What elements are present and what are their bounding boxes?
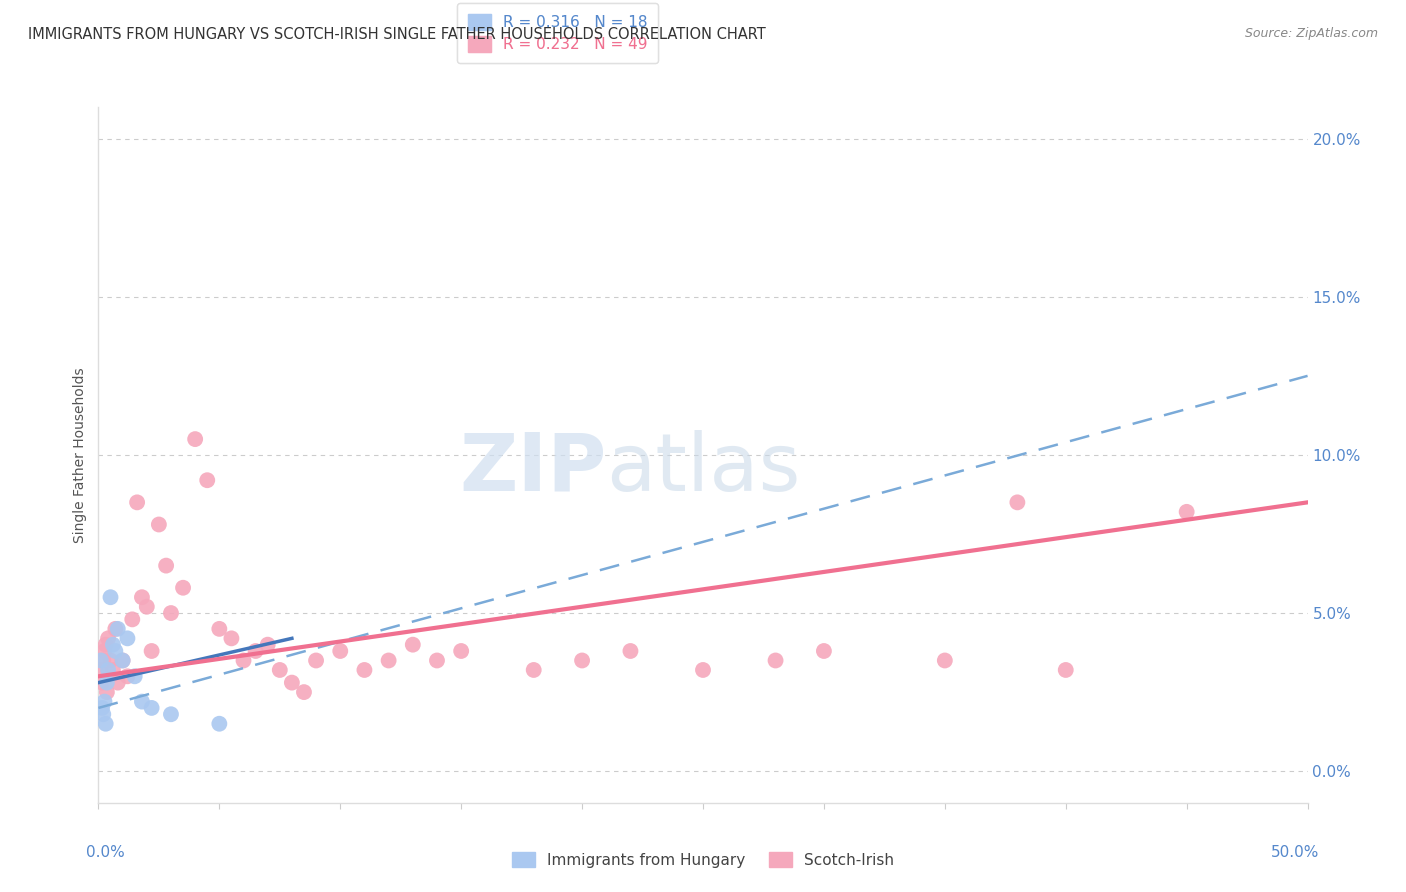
Text: 50.0%: 50.0%	[1271, 845, 1320, 860]
Point	[160, 606, 183, 620]
Point	[305, 653, 328, 667]
Point	[221, 632, 243, 646]
Point	[97, 632, 120, 646]
Point	[101, 663, 124, 677]
Point	[232, 653, 254, 667]
Point	[121, 612, 143, 626]
Text: Source: ZipAtlas.com: Source: ZipAtlas.com	[1244, 27, 1378, 40]
Point	[135, 599, 157, 614]
Text: 0.0%: 0.0%	[86, 845, 125, 860]
Point	[90, 663, 112, 677]
Point	[91, 675, 114, 690]
Legend: Immigrants from Hungary, Scotch-Irish: Immigrants from Hungary, Scotch-Irish	[505, 844, 901, 875]
Point	[104, 622, 127, 636]
Point	[813, 644, 835, 658]
Point	[94, 716, 117, 731]
Point	[131, 695, 153, 709]
Point	[90, 653, 112, 667]
Point	[91, 707, 114, 722]
Point	[127, 495, 149, 509]
Y-axis label: Single Father Households: Single Father Households	[73, 368, 87, 542]
Point	[91, 701, 114, 715]
Point	[160, 707, 183, 722]
Point	[1054, 663, 1077, 677]
Point	[765, 653, 787, 667]
Point	[141, 644, 163, 658]
Point	[124, 669, 146, 683]
Point	[269, 663, 291, 677]
Point	[450, 644, 472, 658]
Point	[195, 473, 218, 487]
Point	[91, 653, 114, 667]
Point	[100, 653, 122, 667]
Point	[571, 653, 593, 667]
Point	[93, 695, 115, 709]
Point	[1175, 505, 1198, 519]
Point	[329, 644, 352, 658]
Point	[281, 675, 304, 690]
Point	[172, 581, 194, 595]
Point	[619, 644, 641, 658]
Point	[96, 675, 118, 690]
Point	[353, 663, 375, 677]
Point	[934, 653, 956, 667]
Point	[97, 663, 120, 677]
Point	[292, 685, 315, 699]
Text: ZIP: ZIP	[458, 430, 606, 508]
Point	[141, 701, 163, 715]
Point	[245, 644, 267, 658]
Point	[100, 591, 122, 605]
Point	[111, 653, 134, 667]
Point	[377, 653, 399, 667]
Point	[117, 669, 139, 683]
Point	[155, 558, 177, 573]
Text: atlas: atlas	[606, 430, 800, 508]
Point	[101, 638, 124, 652]
Point	[107, 675, 129, 690]
Point	[131, 591, 153, 605]
Point	[107, 622, 129, 636]
Point	[208, 716, 231, 731]
Point	[402, 638, 425, 652]
Point	[184, 432, 207, 446]
Point	[93, 644, 115, 658]
Point	[426, 653, 449, 667]
Legend: R = 0.316   N = 18, R = 0.232   N = 49: R = 0.316 N = 18, R = 0.232 N = 49	[457, 4, 658, 62]
Point	[117, 632, 139, 646]
Point	[523, 663, 546, 677]
Point	[96, 685, 118, 699]
Point	[111, 653, 134, 667]
Point	[94, 638, 117, 652]
Point	[1007, 495, 1029, 509]
Point	[692, 663, 714, 677]
Point	[208, 622, 231, 636]
Point	[148, 517, 170, 532]
Point	[256, 638, 278, 652]
Text: IMMIGRANTS FROM HUNGARY VS SCOTCH-IRISH SINGLE FATHER HOUSEHOLDS CORRELATION CHA: IMMIGRANTS FROM HUNGARY VS SCOTCH-IRISH …	[28, 27, 766, 42]
Point	[104, 644, 127, 658]
